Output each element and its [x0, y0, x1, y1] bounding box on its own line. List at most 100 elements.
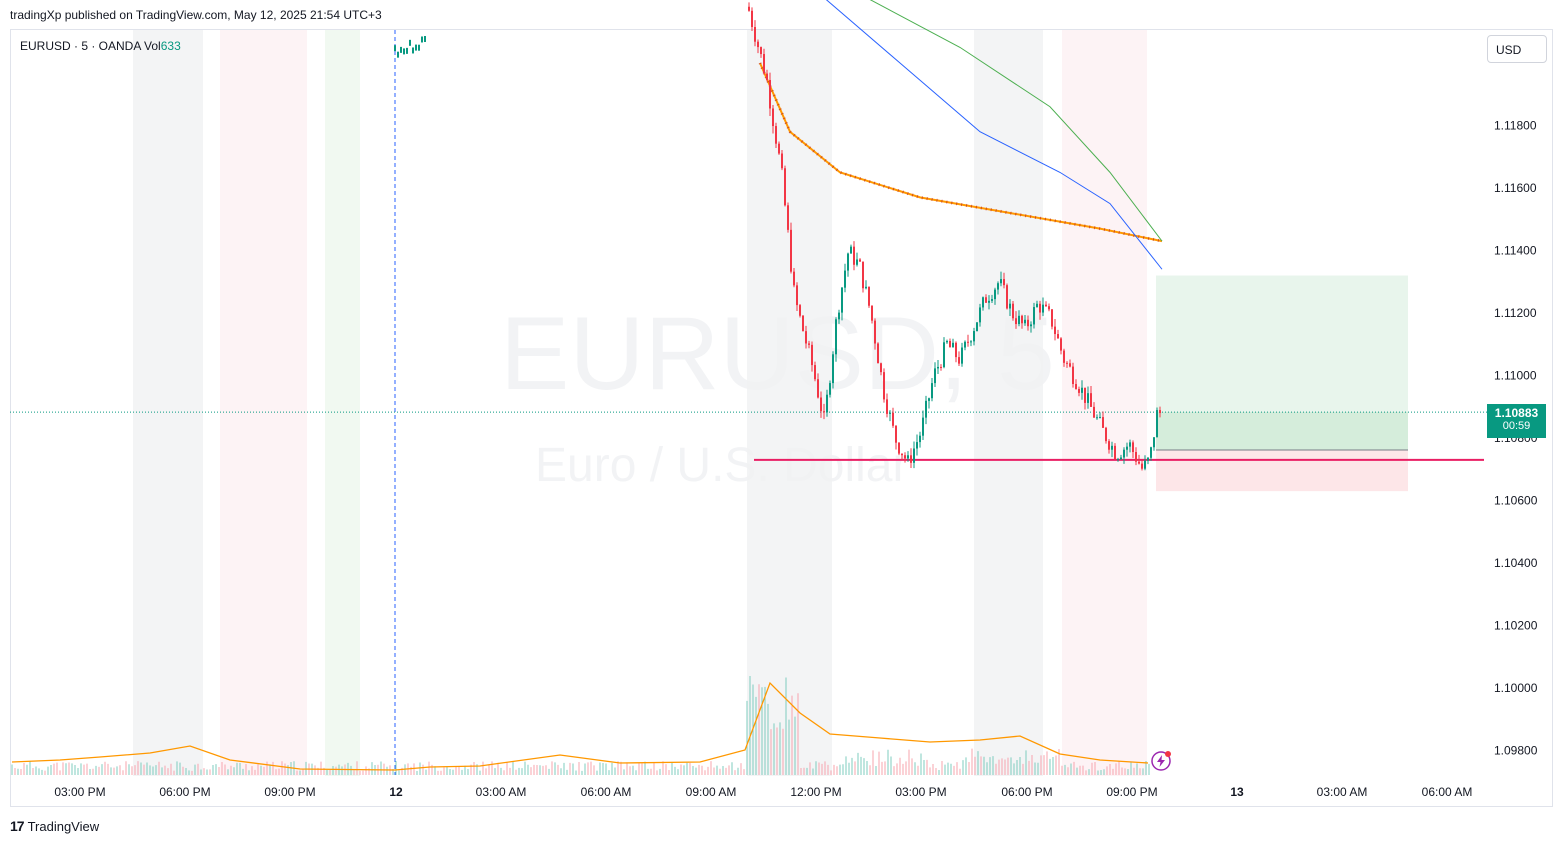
candle-body [787, 205, 789, 230]
candle-body [802, 315, 804, 332]
candle-body [826, 394, 828, 413]
candle-body [907, 455, 909, 459]
currency-button[interactable]: USD [1487, 35, 1547, 63]
candle-body [1123, 449, 1125, 458]
candle-body [895, 425, 897, 443]
x-tick-label: 06:00 PM [159, 785, 210, 799]
candle-body [988, 300, 990, 303]
tradingview-logo-icon: 17 [10, 818, 25, 834]
candle-body [394, 45, 396, 52]
y-tick-label: 1.11000 [1494, 369, 1537, 383]
candle-body [1093, 406, 1095, 418]
candle-body [904, 455, 906, 459]
candle-body [1153, 437, 1155, 448]
legend-symbol[interactable]: EURUSD · 5 · OANDA [20, 39, 141, 53]
candle-body [898, 442, 900, 454]
candle-body [1060, 338, 1062, 351]
candle-body [934, 368, 936, 384]
candle-body [1000, 279, 1002, 284]
watermark-description: Euro / U.S. Dollar [535, 439, 909, 492]
candle-body [868, 286, 870, 306]
candle-body [1120, 457, 1122, 460]
candle-body [985, 297, 987, 303]
candle-body [925, 400, 927, 418]
candle-body [1027, 319, 1029, 327]
candle-body [1006, 285, 1008, 309]
candle-body [976, 322, 978, 332]
candle-body [1021, 315, 1023, 324]
candle-body [1045, 304, 1047, 307]
candle-body [805, 331, 807, 344]
candle-body [1150, 447, 1152, 458]
candle-body [847, 253, 849, 271]
x-tick-label: 03:00 PM [895, 785, 946, 799]
candle-body [1003, 279, 1005, 286]
candle-body [1009, 303, 1011, 309]
candle-body [421, 36, 423, 43]
candle-body [829, 383, 831, 395]
candle-body [946, 340, 948, 343]
candle-body [931, 383, 933, 399]
candle-body [1087, 393, 1089, 403]
candle-body [958, 357, 960, 364]
candle-body [877, 343, 879, 364]
candle-body [1102, 417, 1104, 428]
candle-body [859, 259, 861, 262]
candle-body [841, 287, 843, 313]
candle-body [991, 299, 993, 301]
candle-body [751, 10, 753, 28]
candle-body [910, 455, 912, 463]
candle-body [943, 342, 945, 368]
candle-body [892, 412, 894, 426]
candle-body [1018, 315, 1020, 325]
candle-body [1015, 318, 1017, 325]
candle-body [760, 47, 762, 55]
candle-body [1036, 303, 1038, 308]
candle-body [982, 297, 984, 308]
chart-legend[interactable]: EURUSD · 5 · OANDA Vol633 [20, 39, 181, 53]
candle-body [856, 259, 858, 265]
session-band-4 [974, 30, 1043, 776]
candle-body [973, 331, 975, 342]
candle-body [1039, 303, 1041, 313]
candle-body [811, 344, 813, 366]
candle-body [1129, 442, 1131, 447]
candle-body [424, 36, 426, 43]
y-tick-label: 1.11400 [1494, 244, 1537, 258]
candle-body [1132, 442, 1134, 453]
moving-average-0-markers [758, 62, 1163, 243]
candle-body [817, 379, 819, 398]
candle-body [1051, 309, 1053, 327]
last-price-tag: 1.10883 00:59 [1487, 404, 1546, 438]
candle-body [883, 372, 885, 400]
legend-volume-label: Vol [144, 39, 161, 53]
candle-body [409, 39, 411, 46]
x-tick-label: 12 [389, 785, 403, 799]
candle-body [850, 246, 852, 254]
candle-body [814, 365, 816, 380]
candle-body [766, 73, 768, 81]
candle-body [415, 44, 417, 51]
candle-body [1012, 303, 1014, 319]
candle-body [1075, 384, 1077, 390]
x-tick-label: 06:00 AM [1422, 785, 1473, 799]
candle-body [940, 366, 942, 368]
position-open-pnl-zone [1156, 412, 1408, 450]
x-tick-label: 12:00 PM [790, 785, 841, 799]
candle-body [1144, 460, 1146, 469]
candle-body [1117, 459, 1119, 461]
candle-body [997, 283, 999, 290]
candle-body [748, 6, 750, 11]
candle-body [769, 80, 771, 109]
legend-volume-value: 633 [160, 39, 181, 53]
footer-brand[interactable]: 17 TradingView [10, 818, 99, 834]
publish-line: tradingXp published on TradingView.com, … [10, 8, 382, 22]
candle-body [901, 453, 903, 456]
candle-body [1063, 350, 1065, 363]
session-band-0 [133, 30, 203, 776]
moving-average-2 [869, 0, 1163, 242]
candle-body [880, 363, 882, 373]
x-tick-label: 03:00 AM [1317, 785, 1368, 799]
alert-bolt-icon[interactable] [1150, 750, 1172, 772]
